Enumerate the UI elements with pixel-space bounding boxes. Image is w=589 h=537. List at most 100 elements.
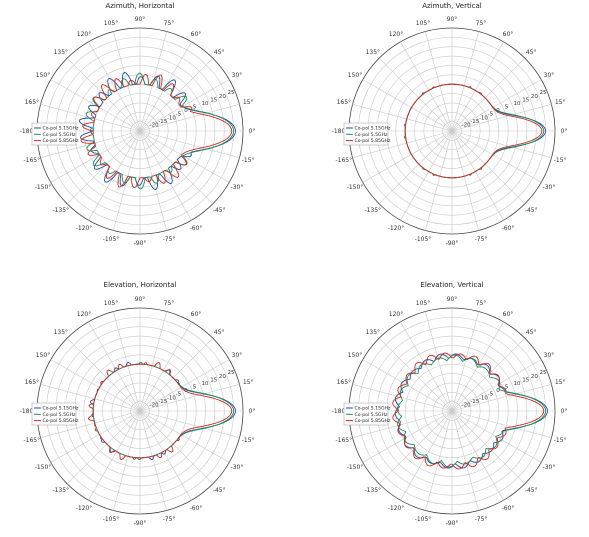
- angular-grid-line: [139, 337, 214, 412]
- angular-grid-line: [139, 311, 167, 412]
- angular-grid-line: [66, 130, 141, 205]
- radial-tick-label: -15: [158, 119, 167, 125]
- angle-tick-label: -180°: [332, 408, 349, 415]
- angular-grid-line: [425, 410, 453, 511]
- angular-grid-line: [139, 410, 214, 485]
- legend-entry: Co-pol 5.85GHz: [355, 418, 391, 424]
- angle-tick-label: -180°: [332, 128, 349, 135]
- angular-grid-line: [451, 104, 552, 132]
- radial-tick-label: 25: [540, 90, 547, 96]
- angle-tick-label: -60°: [502, 225, 515, 232]
- angular-grid-line: [378, 130, 453, 205]
- angle-tick-label: -75°: [475, 236, 488, 243]
- series-trace-3: [80, 73, 233, 189]
- series-trace-3: [88, 361, 233, 461]
- polar-chart-3: Elevation, Horizontal 0° 15° 30° 45° 60° 75° 90…: [20, 281, 256, 527]
- angular-grid-line: [400, 410, 453, 501]
- radial-tick-label: 25: [228, 90, 235, 96]
- angular-grid-line: [88, 41, 141, 132]
- angular-grid-line: [113, 410, 141, 511]
- radial-tick-label: -20: [150, 122, 159, 128]
- angle-tick-label: 0°: [249, 408, 256, 415]
- angle-tick-label: 75°: [164, 300, 175, 307]
- angular-grid-line: [451, 41, 504, 132]
- angular-grid-line: [451, 31, 479, 132]
- angle-tick-label: 15°: [555, 379, 566, 386]
- radial-tick-label: 15: [210, 97, 217, 103]
- angular-grid-line: [451, 79, 542, 132]
- angle-tick-label: -105°: [103, 516, 120, 523]
- angular-grid-line: [139, 79, 230, 132]
- angle-tick-label: 150°: [348, 352, 362, 359]
- angle-tick-label: -90°: [134, 240, 147, 247]
- radial-tick-label: 5: [505, 385, 509, 391]
- radial-tick-label: 5: [193, 385, 197, 391]
- angular-grid-line: [362, 130, 453, 183]
- angular-grid-line: [139, 104, 240, 132]
- angular-grid-line: [139, 410, 167, 511]
- angular-grid-line: [139, 384, 240, 412]
- series-trace-2: [396, 354, 547, 468]
- legend-entry: Co-pol 5.85GHz: [355, 138, 391, 144]
- radial-tick-label: 0: [184, 108, 188, 114]
- series-trace-3: [403, 83, 543, 179]
- angle-tick-label: -120°: [388, 505, 405, 512]
- angular-grid-line: [352, 104, 453, 132]
- angle-tick-label: -120°: [388, 225, 405, 232]
- angle-tick-label: -165°: [24, 157, 41, 164]
- angle-tick-label: 135°: [366, 49, 380, 56]
- angular-grid-line: [66, 57, 141, 132]
- chart-title: Elevation, Horizontal: [104, 281, 177, 289]
- angular-grid-line: [451, 130, 526, 205]
- angle-tick-label: -45°: [525, 487, 538, 494]
- angle-tick-label: 120°: [389, 31, 403, 38]
- angle-tick-label: 75°: [164, 20, 175, 27]
- angular-grid-line: [139, 130, 192, 221]
- radial-tick-label: 5: [505, 105, 509, 111]
- angle-tick-label: -165°: [336, 157, 353, 164]
- angle-tick-label: 75°: [476, 300, 487, 307]
- angle-tick-label: -15°: [242, 437, 255, 444]
- angular-grid-line: [139, 410, 240, 438]
- angle-tick-label: -135°: [364, 207, 381, 214]
- angular-grid-line: [400, 41, 453, 132]
- polar-chart-1: Azimuth, Horizontal 0° 15° 30° 45° 60° 75° 90° 1…: [20, 2, 256, 247]
- angular-grid-line: [139, 57, 214, 132]
- angle-tick-label: 105°: [416, 20, 430, 27]
- radial-tick-label: -5: [488, 392, 494, 398]
- angle-tick-label: 45°: [214, 329, 225, 336]
- angular-grid-line: [362, 79, 453, 132]
- angle-tick-label: 30°: [232, 352, 243, 359]
- angle-tick-label: -45°: [525, 207, 538, 214]
- angular-grid-line: [50, 359, 141, 412]
- angle-tick-label: -30°: [231, 464, 244, 471]
- angle-tick-label: 30°: [544, 72, 555, 79]
- angular-grid-line: [378, 57, 453, 132]
- angle-tick-label: 165°: [25, 99, 39, 106]
- series-trace-1: [394, 353, 548, 469]
- angle-tick-label: -60°: [190, 505, 203, 512]
- radial-tick-label: -10: [167, 115, 176, 121]
- angle-tick-label: -90°: [446, 520, 459, 527]
- angle-tick-label: 150°: [348, 72, 362, 79]
- radial-tick-label: -5: [176, 112, 182, 118]
- angle-tick-label: 165°: [25, 379, 39, 386]
- radial-tick-label: -20: [462, 122, 471, 128]
- angular-grid-line: [40, 410, 141, 438]
- polar-chart-4: Elevation, Vertical 0° 15° 30° 45° 60° 75° 90° 1…: [332, 281, 568, 527]
- angular-grid-line: [113, 130, 141, 231]
- radial-tick-label: -20: [462, 402, 471, 408]
- radial-tick-label: -20: [150, 402, 159, 408]
- angular-grid-line: [50, 410, 141, 463]
- radial-tick-label: 10: [514, 101, 521, 107]
- angle-tick-label: 105°: [104, 300, 118, 307]
- radial-tick-label: 10: [514, 381, 521, 387]
- series-trace-3: [392, 352, 545, 470]
- angle-tick-label: -165°: [24, 437, 41, 444]
- angular-grid-line: [451, 311, 479, 412]
- radial-tick-label: 0: [496, 388, 500, 394]
- angular-grid-line: [88, 130, 141, 221]
- radial-tick-label: -10: [167, 395, 176, 401]
- angular-grid-line: [451, 130, 504, 221]
